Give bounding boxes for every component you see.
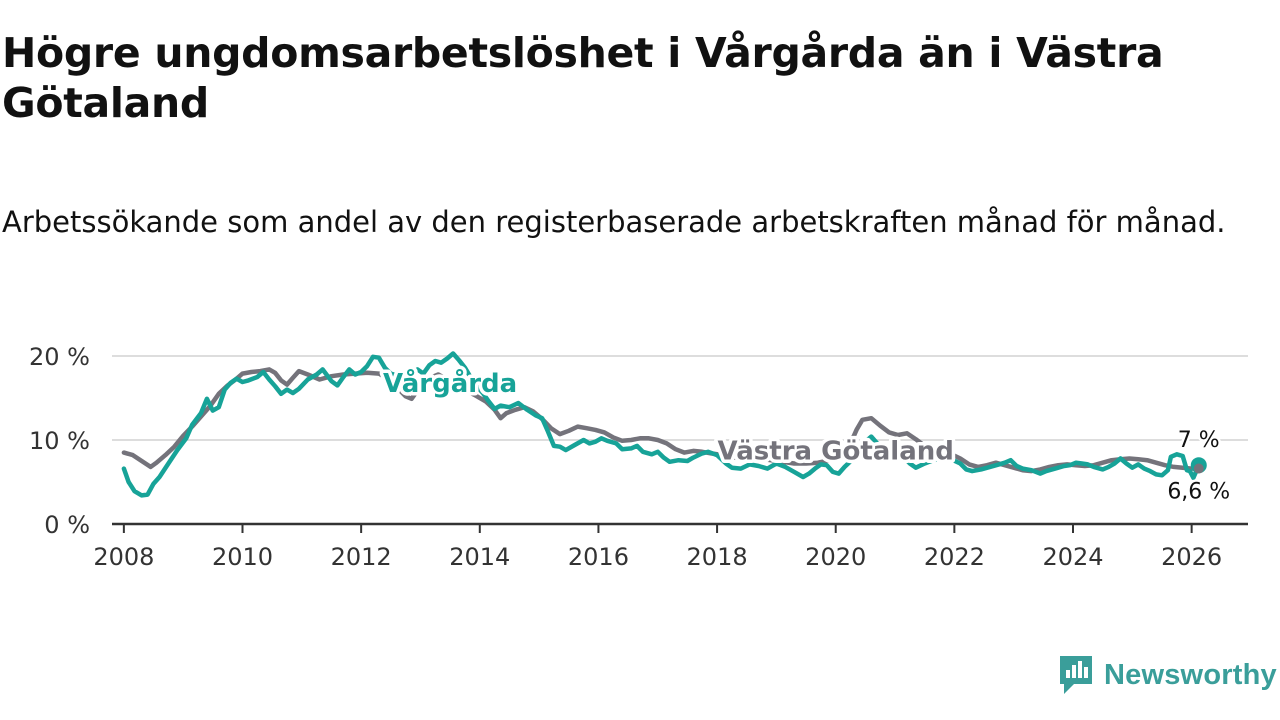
series-lines xyxy=(121,351,1207,498)
x-tick-label: 2024 xyxy=(1042,543,1103,571)
y-tick-labels: 0 % 10 % 20 % xyxy=(29,343,90,539)
series-line-vargarda xyxy=(121,351,1202,498)
x-axis xyxy=(112,522,1248,533)
y-tick-label: 0 % xyxy=(44,511,90,539)
chart-subtitle: Arbetssökande som andel av den registerb… xyxy=(2,205,1226,239)
x-tick-labels: 2008 2010 2012 2014 2016 2018 2020 2022 2024 2026 xyxy=(93,543,1222,571)
newsworthy-logo-icon xyxy=(1060,656,1092,694)
y-grid xyxy=(112,355,1248,441)
newsworthy-logo: Newsworthy xyxy=(1058,654,1277,696)
end-marker-vastra-gotaland xyxy=(1193,463,1204,474)
end-label-vargarda: 7 % xyxy=(1178,428,1220,453)
end-label-vastra-gotaland: 6,6 % xyxy=(1167,480,1230,505)
x-tick-label: 2012 xyxy=(331,543,392,571)
series-labels: 7 % 6,6 % Vårgårda Västra Götaland xyxy=(380,364,1233,507)
chart-title: Högre ungdomsarbetslöshet i Vårgårda än … xyxy=(2,29,1164,127)
series-label-vastra-gotaland: Västra Götaland xyxy=(718,436,954,466)
y-tick-label: 20 % xyxy=(29,343,90,371)
x-tick-label: 2014 xyxy=(449,543,510,571)
x-tick-label: 2020 xyxy=(805,543,866,571)
x-tick-label: 2008 xyxy=(93,543,154,571)
x-tick-label: 2026 xyxy=(1161,543,1222,571)
series-label-vargarda: Vårgårda xyxy=(383,367,517,399)
x-tick-label: 2022 xyxy=(924,543,985,571)
y-tick-label: 10 % xyxy=(29,427,90,455)
x-tick-label: 2016 xyxy=(568,543,629,571)
brand-name: Newsworthy xyxy=(1104,658,1277,691)
x-tick-label: 2018 xyxy=(687,543,748,571)
x-tick-label: 2010 xyxy=(212,543,273,571)
